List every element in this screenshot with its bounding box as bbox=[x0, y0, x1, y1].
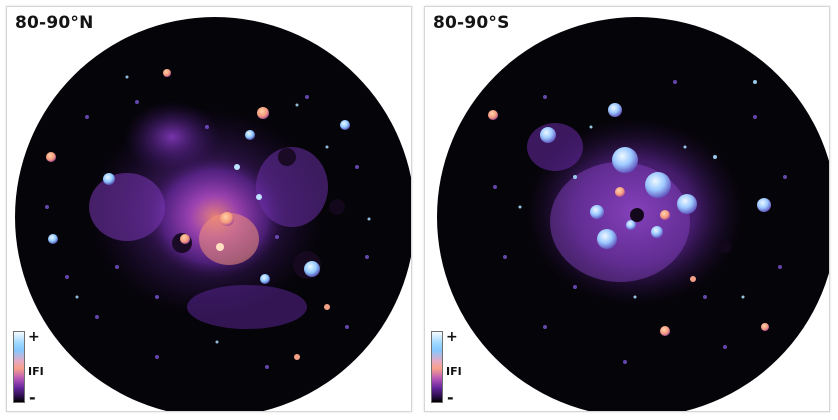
bright-crater bbox=[608, 103, 622, 117]
panel-title: 80-90°S bbox=[433, 13, 510, 33]
bright-crater bbox=[260, 274, 270, 284]
scale-high-label: + bbox=[446, 329, 458, 345]
bright-crater bbox=[626, 220, 636, 230]
scale-low-label: - bbox=[29, 388, 36, 407]
bright-crater bbox=[651, 226, 663, 238]
orange-crater bbox=[163, 69, 171, 77]
bright-crater bbox=[48, 234, 58, 244]
bright-crater bbox=[677, 194, 697, 214]
north-pole-map bbox=[15, 17, 411, 411]
south-pole-map bbox=[437, 17, 829, 411]
orange-crater bbox=[615, 187, 625, 197]
panel-title: 80-90°N bbox=[15, 13, 94, 33]
bright-crater bbox=[245, 130, 255, 140]
orange-crater bbox=[180, 234, 190, 244]
bright-crater bbox=[590, 205, 604, 219]
scale-high-label: + bbox=[28, 329, 40, 345]
ifi-color-scale bbox=[13, 331, 25, 403]
orange-crater bbox=[660, 210, 670, 220]
south-pole-panel: 80-90°S + IFI - bbox=[424, 6, 830, 412]
bright-crater bbox=[304, 261, 320, 277]
orange-crater bbox=[761, 323, 769, 331]
bright-crater bbox=[597, 229, 617, 249]
orange-crater bbox=[488, 110, 498, 120]
scale-ifi-label: IFI bbox=[28, 365, 44, 378]
orange-crater bbox=[660, 326, 670, 336]
bright-crater bbox=[340, 120, 350, 130]
scale-low-label: - bbox=[447, 388, 454, 407]
bright-crater bbox=[612, 147, 638, 173]
orange-crater bbox=[46, 152, 56, 162]
orange-crater bbox=[257, 107, 269, 119]
ifi-color-scale bbox=[431, 331, 443, 403]
bright-crater bbox=[540, 127, 556, 143]
bright-crater bbox=[103, 173, 115, 185]
scale-ifi-label: IFI bbox=[446, 365, 462, 378]
bright-crater bbox=[757, 198, 771, 212]
north-pole-panel: 80-90°N + IFI - bbox=[6, 6, 412, 412]
orange-crater bbox=[220, 212, 234, 226]
bright-crater bbox=[645, 172, 671, 198]
